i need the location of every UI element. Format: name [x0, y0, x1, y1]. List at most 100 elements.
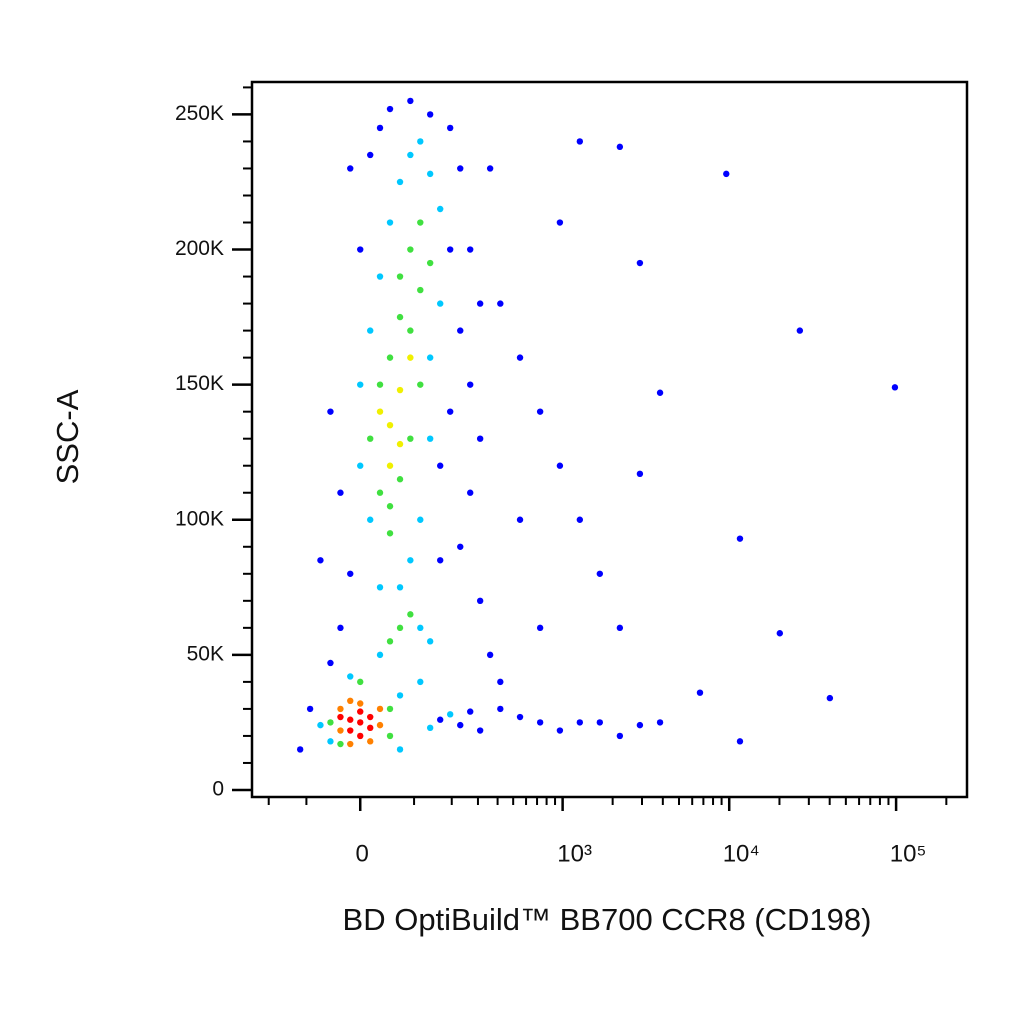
- data-point: [367, 516, 374, 523]
- data-point: [536, 624, 544, 632]
- data-point: [536, 719, 544, 726]
- data-point: [576, 516, 584, 523]
- data-point: [347, 740, 354, 748]
- data-point: [347, 673, 354, 680]
- data-point: [376, 721, 384, 729]
- data-point: [386, 638, 394, 645]
- data-point: [417, 624, 424, 632]
- data-point: [367, 713, 374, 721]
- data-point: [486, 651, 494, 659]
- data-point: [357, 732, 364, 740]
- data-point: [497, 678, 504, 686]
- data-point: [446, 124, 454, 132]
- y-tick-label: 150K: [175, 372, 224, 395]
- data-point: [891, 384, 899, 391]
- data-point: [437, 205, 444, 213]
- data-point: [327, 408, 334, 415]
- data-point: [337, 705, 344, 713]
- data-point: [476, 727, 484, 734]
- data-point: [467, 381, 474, 388]
- data-point: [357, 719, 364, 726]
- data-point: [426, 638, 434, 645]
- data-point: [596, 570, 604, 577]
- data-point: [407, 557, 414, 564]
- data-point: [516, 516, 524, 523]
- data-point: [337, 740, 344, 748]
- data-point: [426, 435, 434, 442]
- data-point: [417, 516, 424, 523]
- data-point: [386, 705, 394, 713]
- data-point: [407, 435, 414, 442]
- y-tick-label: 250K: [175, 102, 224, 125]
- data-point: [616, 732, 624, 740]
- data-point: [467, 489, 474, 496]
- data-point: [376, 381, 384, 388]
- data-point: [457, 721, 464, 729]
- data-point: [396, 386, 404, 394]
- data-point: [446, 711, 454, 718]
- data-point: [497, 300, 504, 307]
- data-point: [367, 151, 374, 159]
- data-point: [417, 286, 424, 294]
- data-point: [576, 138, 584, 145]
- y-tick-label: 50K: [187, 642, 224, 665]
- data-point: [376, 705, 384, 713]
- data-point: [396, 584, 404, 591]
- data-point: [656, 719, 664, 726]
- data-point: [407, 611, 414, 618]
- data-point: [476, 435, 484, 442]
- data-point: [347, 727, 354, 734]
- data-point: [386, 105, 394, 113]
- data-point: [306, 705, 314, 713]
- data-point: [386, 421, 394, 429]
- data-point: [426, 111, 434, 118]
- data-point: [486, 165, 494, 172]
- data-point: [417, 678, 424, 686]
- data-point: [357, 246, 364, 253]
- data-point: [396, 178, 404, 186]
- x-tick-label: 0: [356, 840, 369, 867]
- data-point: [457, 543, 464, 550]
- data-point: [386, 354, 394, 361]
- data-point: [386, 219, 394, 226]
- data-point: [296, 746, 304, 753]
- data-point: [457, 165, 464, 172]
- x-tick-label: 10⁵: [890, 840, 927, 867]
- y-tick-label: 100K: [175, 507, 224, 530]
- data-point: [376, 124, 384, 132]
- data-point: [417, 219, 424, 226]
- data-point: [347, 716, 354, 723]
- data-point: [476, 300, 484, 307]
- data-point: [736, 535, 744, 542]
- data-point: [407, 246, 414, 253]
- data-point: [376, 651, 384, 659]
- data-point: [367, 327, 374, 334]
- data-point: [826, 694, 834, 702]
- data-point: [327, 738, 334, 745]
- data-point: [467, 708, 474, 715]
- data-point: [367, 738, 374, 745]
- data-point: [426, 170, 434, 178]
- data-point: [317, 721, 324, 729]
- data-point: [386, 732, 394, 740]
- data-point: [556, 219, 564, 226]
- data-point: [337, 713, 344, 721]
- data-point: [776, 630, 784, 637]
- x-tick-label: 10³: [557, 840, 592, 867]
- data-point: [616, 143, 624, 151]
- data-point: [417, 381, 424, 388]
- data-point: [437, 300, 444, 307]
- data-point: [736, 738, 744, 745]
- data-point: [497, 705, 504, 713]
- data-point: [556, 727, 564, 734]
- data-point: [396, 476, 404, 483]
- data-point: [357, 678, 364, 686]
- data-point: [376, 408, 384, 415]
- data-point: [796, 327, 804, 334]
- data-point: [357, 381, 364, 388]
- data-point: [347, 697, 354, 705]
- data-point: [407, 97, 414, 105]
- data-point: [376, 584, 384, 591]
- data-point: [367, 435, 374, 442]
